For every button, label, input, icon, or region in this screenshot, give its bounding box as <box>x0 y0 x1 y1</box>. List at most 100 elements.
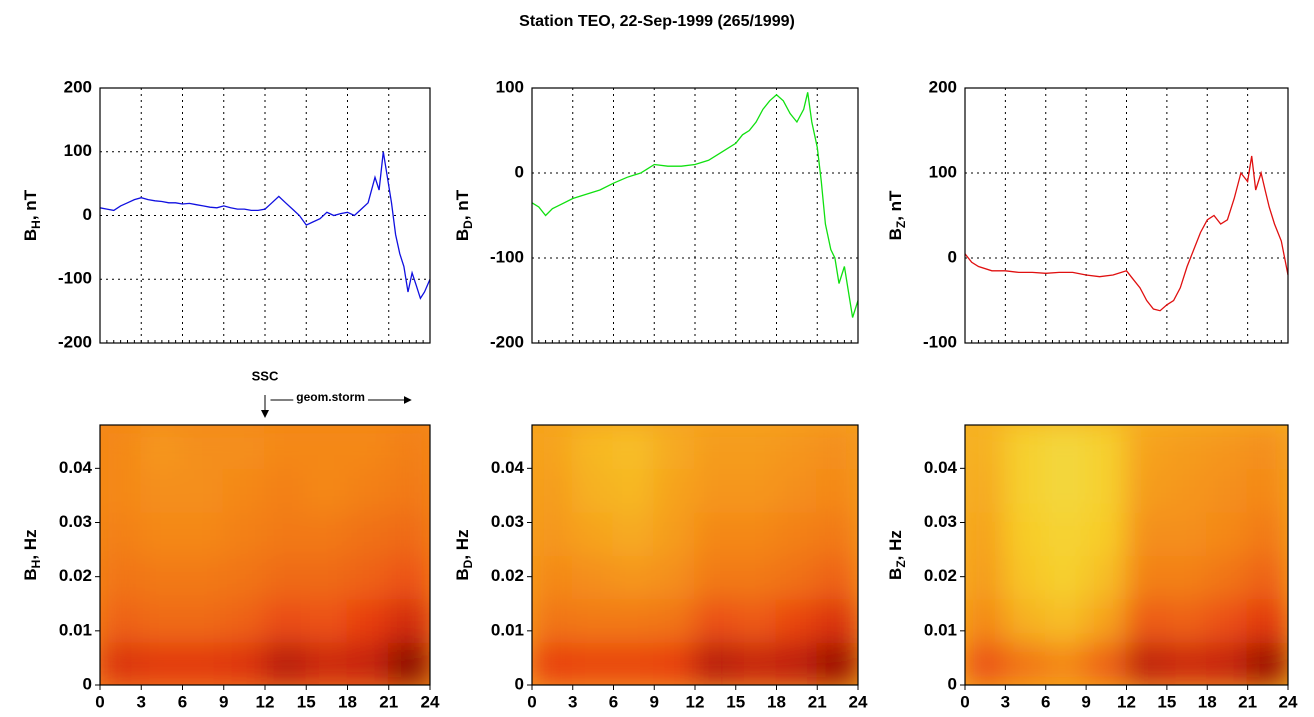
y-axis-label: BZ, Hz <box>886 530 908 580</box>
y-tick-label: -200 <box>490 332 524 351</box>
heatmap-cell <box>571 554 615 600</box>
heatmap-cell <box>346 467 390 513</box>
y-tick-label: -100 <box>923 332 957 351</box>
heatmap-cell <box>1165 554 1209 600</box>
heatmap-cell <box>653 510 696 556</box>
heatmap-cell <box>346 640 390 685</box>
heatmap-cell <box>612 467 656 513</box>
heatmap-cell <box>571 425 615 470</box>
heatmap-cell <box>1044 467 1088 513</box>
heatmap-cell <box>1206 425 1249 470</box>
heatmap-cell <box>387 640 430 685</box>
heatmap-cell <box>305 467 349 513</box>
x-tick-label: 0 <box>527 692 536 711</box>
heatmap-cell <box>140 467 184 513</box>
heatmap-cell <box>775 597 819 643</box>
heatmap-cell <box>734 640 778 685</box>
x-tick-label: 3 <box>568 692 577 711</box>
x-tick-label: 9 <box>650 692 659 711</box>
plot-frame <box>99 424 431 686</box>
heatmap-cell <box>140 597 184 643</box>
heatmap-cell <box>532 467 574 513</box>
heatmap-cell <box>1246 510 1288 556</box>
heatmap-cell <box>387 425 430 470</box>
heatmap-cell <box>965 597 1007 643</box>
heatmap-cell <box>1125 467 1168 513</box>
x-tick-label: 3 <box>1001 692 1010 711</box>
y-axis-label-unit: , Hz <box>21 529 40 559</box>
panel: -200 -100 0 100 200 BH, nT <box>21 77 431 351</box>
heatmap-cell <box>346 425 390 470</box>
heatmap-cell <box>816 597 858 643</box>
heatmap-cell <box>222 554 266 600</box>
heatmap-cell <box>305 640 349 685</box>
heatmap-cell <box>1125 554 1168 600</box>
heatmap-cell <box>571 467 615 513</box>
heatmap-cell <box>612 510 656 556</box>
heatmap-cell <box>734 554 778 600</box>
heatmap-cell <box>140 425 184 470</box>
y-axis-label-subscript: H <box>29 560 43 569</box>
y-tick-label: 0.01 <box>491 620 524 639</box>
heatmap-cell <box>1125 510 1168 556</box>
x-tick-label: 24 <box>1279 692 1298 711</box>
x-tick-label: 18 <box>338 692 357 711</box>
heatmap-cell <box>734 597 778 643</box>
y-axis-label-symbol: B <box>886 568 905 580</box>
heatmap-cell <box>1206 640 1249 685</box>
heatmap-cell <box>1206 554 1249 600</box>
y-axis-label-unit: , nT <box>453 189 472 220</box>
heatmap-cell <box>1004 554 1047 600</box>
spectrogram <box>965 425 1288 685</box>
heatmap-cell <box>1206 597 1249 643</box>
heatmap-cell <box>264 510 308 556</box>
y-tick-label: 0.04 <box>924 458 958 477</box>
heatmap-cell <box>816 510 858 556</box>
heatmap-cell <box>222 425 266 470</box>
heatmap-cell <box>1004 597 1047 643</box>
heatmap-cell <box>305 510 349 556</box>
x-tick-label: 21 <box>379 692 398 711</box>
x-tick-label: 18 <box>767 692 786 711</box>
heatmap-cell <box>734 467 778 513</box>
data-line <box>99 151 431 300</box>
y-axis-label-symbol: B <box>21 229 40 241</box>
heatmap-cell <box>1246 597 1288 643</box>
heatmap-cell <box>181 597 225 643</box>
y-tick-label: -100 <box>58 269 92 288</box>
heatmap-cell <box>816 467 858 513</box>
heatmap-cell <box>387 467 430 513</box>
heatmap-cell <box>264 425 308 470</box>
y-tick-label: 0 <box>515 674 524 693</box>
y-axis-label-unit: , nT <box>886 190 905 221</box>
y-tick-label: 0.01 <box>924 620 957 639</box>
x-tick-label: 24 <box>421 692 440 711</box>
heatmap-cell <box>694 425 737 470</box>
heatmap-cell <box>1165 597 1209 643</box>
y-tick-label: 100 <box>929 162 957 181</box>
y-tick-label: 0.02 <box>59 566 92 585</box>
panel: -100 0 100 200 BZ, nT <box>886 77 1289 351</box>
heatmap-cell <box>532 425 574 470</box>
heatmap-cell <box>816 640 858 685</box>
heatmap-cell <box>305 597 349 643</box>
y-tick-label: 0.03 <box>59 512 92 531</box>
heatmap-cell <box>612 425 656 470</box>
x-tick-label: 6 <box>609 692 618 711</box>
y-tick-label: 200 <box>929 77 957 96</box>
y-tick-label: 0.02 <box>491 566 524 585</box>
heatmap-cell <box>140 554 184 600</box>
heatmap-cell <box>1165 425 1209 470</box>
x-tick-label: 6 <box>1041 692 1050 711</box>
heatmap-cell <box>571 597 615 643</box>
y-axis-label-subscript: Z <box>894 221 908 228</box>
y-axis-label-symbol: B <box>453 229 472 241</box>
heatmap-cell <box>387 554 430 600</box>
y-tick-label: 0.04 <box>491 458 525 477</box>
heatmap-cell <box>1044 640 1088 685</box>
heatmap-cell <box>694 597 737 643</box>
spectrogram <box>532 425 858 685</box>
heatmap-cell <box>1044 554 1088 600</box>
heatmap-cell <box>694 510 737 556</box>
